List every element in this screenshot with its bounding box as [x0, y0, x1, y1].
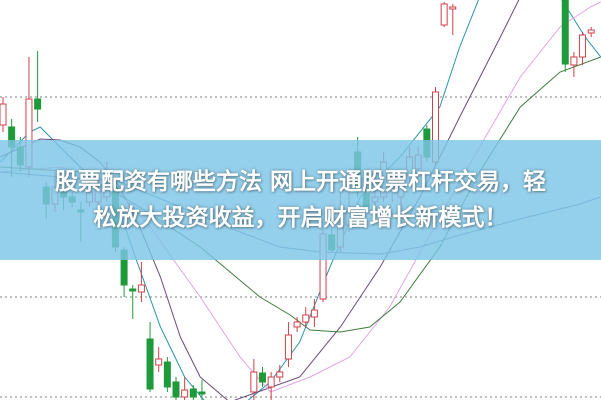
candle-down [561, 0, 569, 65]
candle-up [440, 3, 448, 26]
title-banner: 股票配资有哪些方法 网上开通股票杠杆交易，轻 松放大投资收益，开启财富增长新模式… [0, 140, 601, 260]
candle-down [146, 338, 154, 390]
candle-up [587, 29, 595, 34]
candle-up [155, 358, 163, 366]
candle-down [34, 98, 42, 110]
candle-up [302, 314, 310, 323]
candle-up [449, 6, 457, 10]
candle-up [0, 103, 7, 126]
candle-up [181, 389, 189, 398]
candle-up [293, 321, 301, 328]
candle-down [198, 391, 206, 395]
candle-up [276, 371, 284, 378]
candle-down [163, 361, 171, 388]
candle-up [579, 34, 587, 58]
banner-title-line-1: 股票配资有哪些方法 网上开通股票杠杆交易，轻 [54, 169, 546, 195]
candle-down [172, 381, 180, 398]
candle-up [310, 309, 318, 318]
candle-up [137, 284, 145, 293]
candle-down [259, 372, 266, 383]
moving-average-line [561, 0, 601, 58]
candle-up [250, 371, 258, 393]
candle-up [267, 376, 275, 388]
candle-down [189, 388, 197, 398]
candle-down [129, 288, 137, 292]
candle-up [570, 56, 578, 66]
banner-title-line-2: 松放大投资收益，开启财富增长新模式！ [93, 205, 508, 231]
candle-up [284, 334, 292, 360]
